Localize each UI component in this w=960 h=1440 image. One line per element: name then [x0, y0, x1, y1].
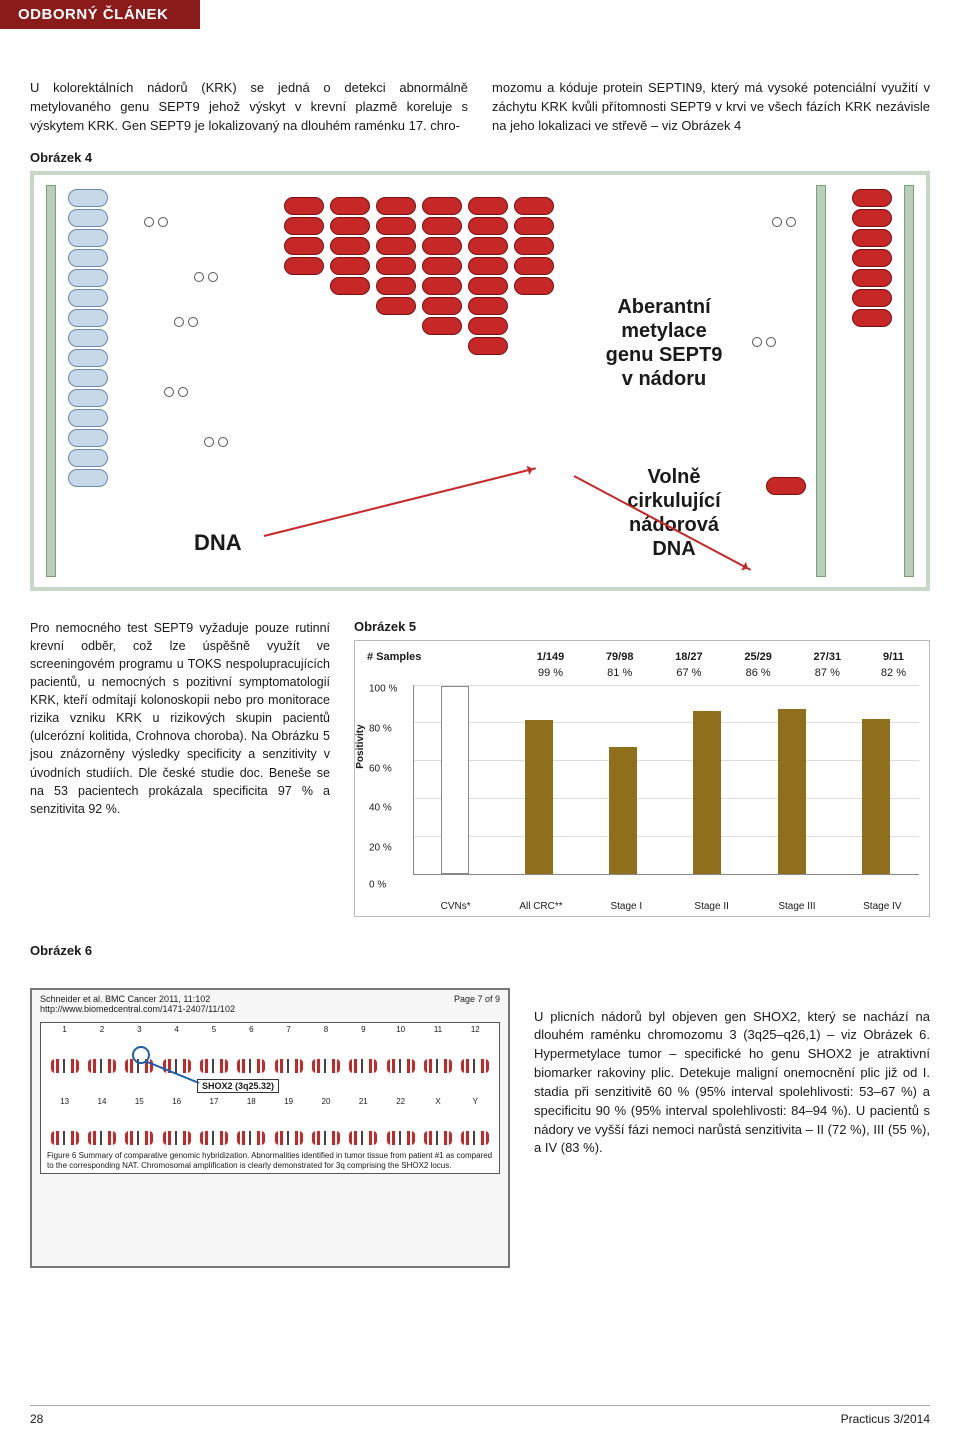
intro-columns: U kolorektálních nádorů (KRK) se jedná o…	[30, 79, 930, 136]
chart5-xlabels: CVNs* All CRC** Stage I Stage II Stage I…	[413, 901, 925, 912]
chromosome-ideogram: 17	[196, 1101, 231, 1145]
chart5-ylabel: Positivity	[355, 724, 366, 768]
figure4-label: Obrázek 4	[30, 150, 930, 165]
chromosome-ideogram: 14	[84, 1101, 119, 1145]
chromosome-ideogram: 21	[346, 1101, 381, 1145]
chart5-samples-row: # Samples 1/149 79/98 18/27 25/29 27/31 …	[359, 649, 925, 665]
intro-right: mozomu a kóduje protein SEPTIN9, který m…	[492, 79, 930, 136]
chromosome-ideogram: 18	[234, 1101, 269, 1145]
chromosome-ideogram: 20	[308, 1101, 343, 1145]
chart5-bar	[441, 686, 469, 873]
chromosome-ideogram: 7	[271, 1029, 306, 1073]
page-footer: 28 Practicus 3/2014	[30, 1405, 930, 1426]
figure6-caption: Figure 6 Summary of comparative genomic …	[47, 1151, 493, 1171]
chromosome-ideogram: 15	[122, 1101, 157, 1145]
figure6-image: Schneider et al. BMC Cancer 2011, 11:102…	[30, 988, 510, 1268]
figure6-shox-label: SHOX2 (3q25.32)	[197, 1079, 279, 1093]
figure6-citation: Schneider et al. BMC Cancer 2011, 11:102	[40, 994, 235, 1004]
chart5-plot-area	[413, 685, 919, 875]
chromosome-ideogram: 2	[84, 1029, 119, 1073]
chromosome-ideogram: 22	[383, 1101, 418, 1145]
chromosome-ideogram: 8	[308, 1029, 343, 1073]
chart5-bar	[693, 711, 721, 874]
chromosome-ideogram: 10	[383, 1029, 418, 1073]
figure4-annotation1: Aberantní metylace genu SEPT9 v nádoru	[574, 295, 754, 391]
figure4-dna-label: DNA	[194, 530, 242, 556]
figure5-chart: # Samples 1/149 79/98 18/27 25/29 27/31 …	[354, 640, 930, 917]
chart5-pct-row: 99 % 81 % 67 % 86 % 87 % 82 %	[359, 665, 925, 681]
chromosome-ideogram: 19	[271, 1101, 306, 1145]
chromosome-ideogram: 16	[159, 1101, 194, 1145]
chromosome-ideogram: 13	[47, 1101, 82, 1145]
figure6-page: Page 7 of 9	[454, 994, 500, 1014]
chromosome-ideogram: 6	[234, 1029, 269, 1073]
figure5-paragraph: Pro nemocného test SEPT9 vyžaduje pouze …	[30, 619, 330, 818]
journal-issue: Practicus 3/2014	[841, 1412, 930, 1426]
chart5-bar	[862, 719, 890, 874]
chart5-bar	[609, 747, 637, 874]
figure5-label: Obrázek 5	[354, 619, 930, 634]
chromosome-ideogram: 11	[420, 1029, 455, 1073]
page-number: 28	[30, 1412, 43, 1426]
figure6-paragraph: U plicních nádorů byl objeven gen SHOX2,…	[534, 988, 930, 1268]
intro-left: U kolorektálních nádorů (KRK) se jedná o…	[30, 79, 468, 136]
chromosome-ideogram: 1	[47, 1029, 82, 1073]
chart5-bar	[525, 720, 553, 873]
section-header: ODBORNÝ ČLÁNEK	[0, 0, 200, 29]
figure4-annotation2: Volně cirkulující nádorová DNA	[594, 465, 754, 561]
figure4-diagram: DNA Aberantní metylace genu SEPT9 v nádo…	[30, 171, 930, 591]
chromosome-ideogram: X	[420, 1101, 455, 1145]
figure6-label: Obrázek 6	[30, 943, 930, 958]
chart5-bar	[778, 709, 806, 873]
chromosome-ideogram: Y	[458, 1101, 493, 1145]
chromosome-ideogram: 12	[458, 1029, 493, 1073]
figure6-url: http://www.biomedcentral.com/1471-2407/1…	[40, 1004, 235, 1014]
chromosome-ideogram: 9	[346, 1029, 381, 1073]
